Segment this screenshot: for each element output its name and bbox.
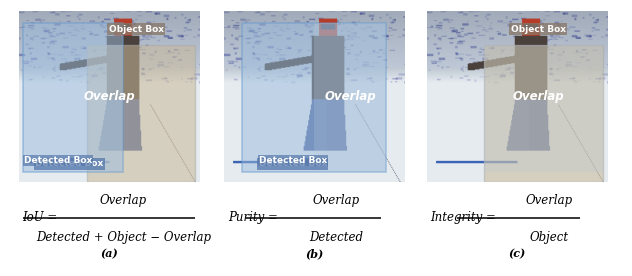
- Text: (b): (b): [305, 248, 324, 259]
- Text: Purity =: Purity =: [228, 211, 282, 224]
- Text: Detected: Detected: [309, 231, 363, 245]
- Bar: [87, 45, 195, 182]
- Text: Detected Box: Detected Box: [258, 160, 327, 168]
- Text: (a): (a): [100, 248, 118, 259]
- Text: IoU =: IoU =: [23, 211, 61, 224]
- Text: Overlap: Overlap: [325, 90, 376, 103]
- Bar: [23, 23, 123, 172]
- Text: Object Box: Object Box: [511, 25, 566, 34]
- Text: Detected Box: Detected Box: [24, 156, 92, 165]
- Bar: [484, 45, 603, 172]
- Bar: [484, 45, 603, 182]
- Text: Overlap: Overlap: [312, 194, 360, 207]
- Text: Overlap: Overlap: [100, 194, 147, 207]
- Bar: [87, 45, 123, 172]
- Text: Detected Box: Detected Box: [35, 160, 104, 168]
- Text: Object: Object: [530, 231, 569, 245]
- Text: Overlap: Overlap: [83, 90, 135, 103]
- Text: Integrity =: Integrity =: [430, 211, 500, 224]
- Bar: [314, 23, 386, 172]
- Bar: [242, 23, 386, 172]
- Text: Object Box: Object Box: [109, 25, 164, 34]
- Text: Detected Box: Detected Box: [258, 156, 327, 165]
- Text: Overlap: Overlap: [513, 90, 564, 103]
- Text: Overlap: Overlap: [526, 194, 573, 207]
- Text: Detected + Object − Overlap: Detected + Object − Overlap: [36, 231, 211, 245]
- Text: (c): (c): [508, 248, 525, 259]
